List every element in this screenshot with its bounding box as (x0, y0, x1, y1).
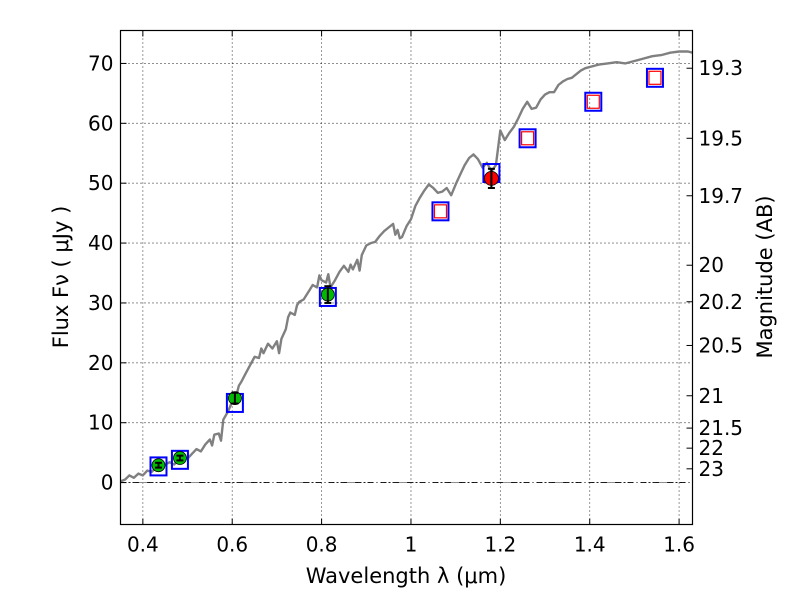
y-axis-label-left: Flux Fν ( μJy ) (49, 206, 73, 349)
right-tick-label: 19.3 (699, 56, 744, 80)
right-tick-label: 21.5 (699, 416, 744, 440)
model-photometry-square (645, 67, 664, 88)
markers-group (149, 67, 664, 477)
model-photometry-square (431, 201, 450, 222)
x-tick-label: 1.2 (484, 533, 516, 557)
y-tick-label: 50 (88, 171, 113, 195)
plot-frame (119, 29, 694, 526)
y-tick-label: 20 (88, 351, 113, 375)
y-tick-label: 30 (88, 291, 113, 315)
template-spectrum-line (120, 50, 693, 483)
upper-limit-square (521, 131, 535, 146)
template-line-group (120, 50, 693, 483)
right-tick-label: 21 (699, 384, 724, 408)
upper-limit-square (433, 204, 448, 219)
y-tick-label: 40 (88, 231, 113, 255)
y-tick-label: 10 (88, 411, 113, 435)
x-axis-ticks: 0.4 0.6 0.8 1 1.2 1.4 1.6 (127, 30, 695, 557)
model-photometry-square (518, 128, 537, 149)
model-photometry-square (170, 449, 189, 470)
right-tick-label: 20.2 (699, 290, 744, 314)
y-axis-ticks: 0 10 20 30 40 50 60 70 (88, 51, 127, 495)
x-tick-label: 1.4 (574, 533, 606, 557)
right-tick-label: 19.5 (699, 126, 744, 150)
x-tick-label: 1.6 (663, 533, 695, 557)
x-tick-label: 0.6 (216, 533, 248, 557)
x-tick-label: 1 (405, 533, 418, 557)
upper-limit-square (586, 94, 600, 109)
model-photometry-square (584, 91, 603, 112)
right-tick-label: 22 (699, 436, 724, 460)
grid (120, 30, 693, 525)
right-tick-label: 20.5 (699, 333, 744, 357)
y-tick-label: 0 (101, 471, 114, 495)
x-axis-label: Wavelength λ (μm) (306, 564, 507, 588)
right-tick-label: 23 (699, 457, 724, 481)
model-photometry-square (149, 456, 168, 477)
y-tick-label: 70 (88, 51, 113, 75)
y-axis-label-right: Magnitude (AB) (753, 195, 777, 358)
right-tick-label: 19.7 (699, 184, 744, 208)
x-tick-label: 0.4 (127, 533, 159, 557)
y-tick-label: 60 (88, 111, 113, 135)
upper-limit-square (648, 70, 662, 85)
right-tick-label: 20 (699, 253, 724, 277)
x-tick-label: 0.8 (306, 533, 338, 557)
